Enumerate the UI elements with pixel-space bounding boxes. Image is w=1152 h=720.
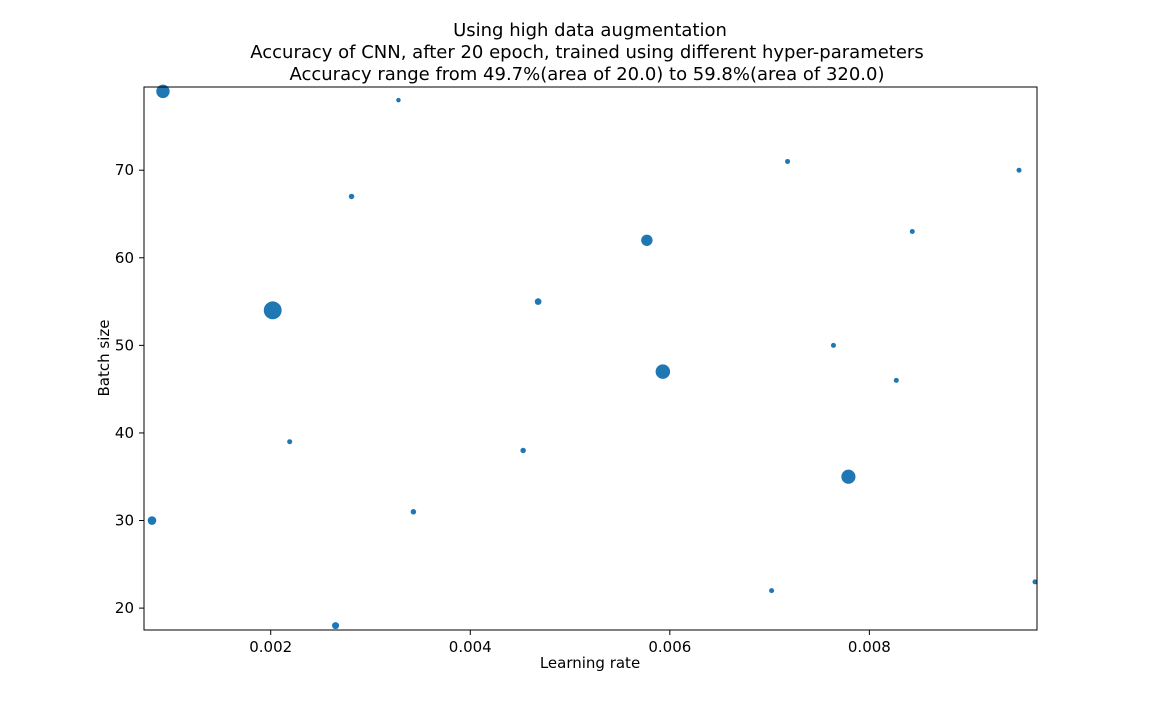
scatter-point-9: [263, 301, 282, 320]
y-axis-ticks: 20 30 40 50 60 70: [115, 161, 144, 617]
chart-title-line-1: Using high data augmentation: [453, 20, 727, 41]
scatter-point-17: [147, 516, 157, 525]
y-tick-label: 60: [115, 249, 134, 267]
scatter-point-14: [520, 447, 526, 454]
scatter-point-1: [156, 84, 170, 99]
x-tick-label: 0.006: [648, 638, 691, 656]
y-axis-label: Batch size: [95, 320, 113, 397]
scatter-point-5: [348, 193, 355, 200]
scatter-point-8: [534, 298, 542, 305]
scatter-point-16: [410, 509, 417, 515]
scatter-point-4: [1016, 167, 1022, 173]
scatter-point-6: [909, 229, 915, 235]
y-tick-label: 50: [115, 336, 134, 354]
scatter-point-19: [769, 588, 775, 594]
scatter-point-11: [655, 364, 671, 379]
plot-frame: [143, 86, 1038, 631]
scatter-point-13: [287, 439, 293, 445]
x-axis-ticks: 0.002 0.004 0.006 0.008: [249, 630, 891, 656]
scatter-point-20: [332, 622, 340, 630]
scatter-point-3: [785, 158, 791, 164]
chart-title-line-3: Accuracy range from 49.7%(area of 20.0) …: [289, 64, 884, 85]
y-tick-label: 40: [115, 424, 134, 442]
scatter-point-12: [893, 377, 899, 383]
scatter-point-7: [641, 234, 653, 246]
y-tick-label: 20: [115, 599, 134, 617]
y-tick-label: 30: [115, 512, 134, 530]
scatter-point-2: [396, 97, 401, 103]
scatter-point-10: [830, 342, 836, 348]
x-tick-label: 0.002: [249, 638, 292, 656]
x-tick-label: 0.008: [848, 638, 891, 656]
scatter-point-18: [1032, 579, 1038, 585]
x-axis-label: Learning rate: [540, 654, 640, 672]
y-tick-label: 70: [115, 161, 134, 179]
x-tick-label: 0.004: [449, 638, 492, 656]
data-points: [147, 84, 1038, 630]
chart-title-line-2: Accuracy of CNN, after 20 epoch, trained…: [250, 42, 923, 63]
scatter-point-15: [841, 469, 856, 484]
